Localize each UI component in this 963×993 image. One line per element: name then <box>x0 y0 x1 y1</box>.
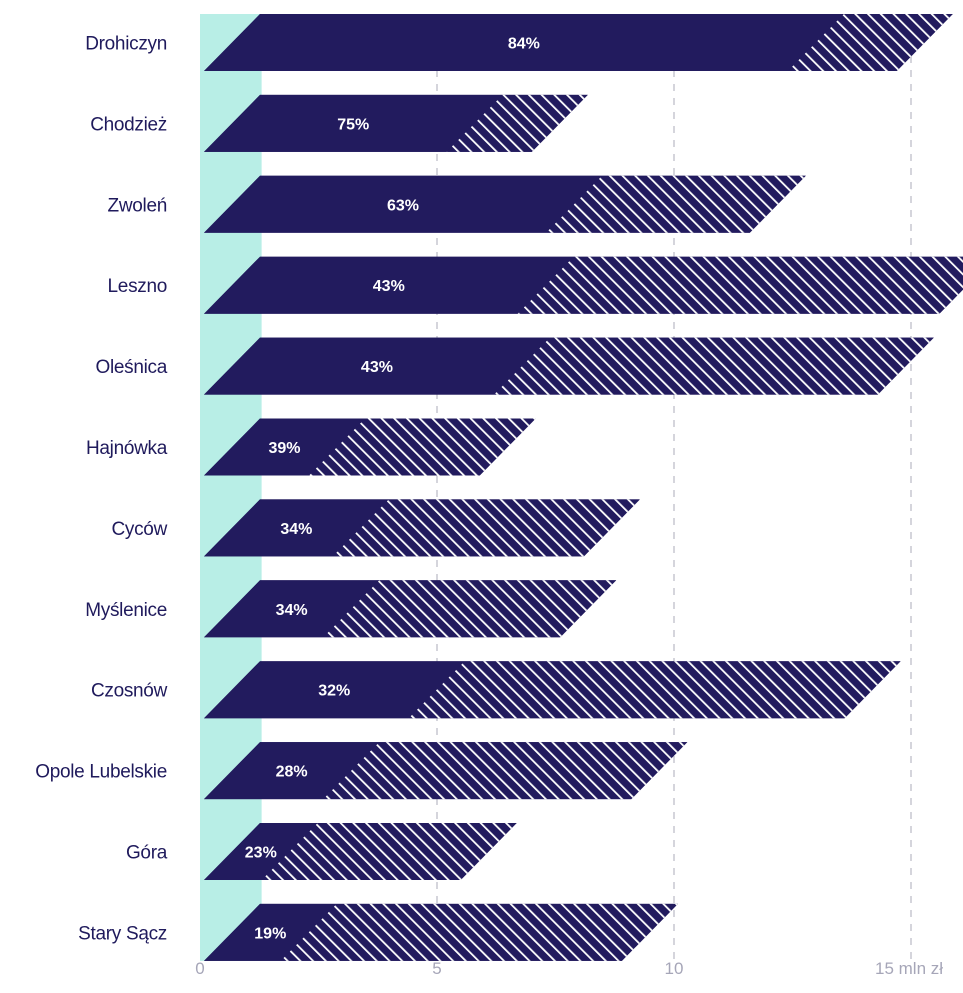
bar-hatched-segment <box>309 418 536 476</box>
bar-solid-segment <box>204 14 844 71</box>
bar-hatched-segment <box>546 175 806 233</box>
category-label: Oleśnica <box>95 357 167 378</box>
percent-label: 84% <box>508 36 540 53</box>
percent-label: 34% <box>280 521 312 538</box>
grid-layer <box>436 14 912 961</box>
category-label: Opole Lubelskie <box>35 762 167 783</box>
x-tick-label: 0 <box>195 959 204 978</box>
category-label: Stary Sącz <box>78 923 167 944</box>
category-label: Hajnówka <box>86 438 168 459</box>
bar-solid-segment <box>204 661 465 719</box>
category-label: Drohiczyn <box>85 34 167 55</box>
bar-solid-segment <box>204 256 574 314</box>
x-tick-label: 15 mln zł <box>875 959 943 978</box>
category-label: Cyców <box>111 519 167 540</box>
bar-solid-segment <box>204 94 503 152</box>
x-tick-label: 5 <box>432 959 441 978</box>
bar-hatched-segment <box>332 499 640 557</box>
percent-label: 39% <box>268 440 300 457</box>
percent-label: 75% <box>337 116 369 133</box>
category-label-layer: Drohiczyn Chodzież Zwoleń Leszno Oleśnica Haj… <box>35 34 168 945</box>
bar-hatched-segment <box>787 14 953 71</box>
category-label: Czosnów <box>91 681 168 702</box>
bar-solid-segment <box>204 418 365 476</box>
bar-hatched-segment <box>493 337 934 395</box>
baseline-band <box>200 14 262 961</box>
percent-label: 28% <box>276 764 308 781</box>
bar-solid-segment <box>204 903 337 961</box>
x-tick-label: 10 <box>665 959 684 978</box>
category-label: Chodzież <box>90 114 167 135</box>
baseline-band-layer <box>200 14 262 961</box>
bar-solid-segment <box>204 580 380 638</box>
bar-solid-segment <box>204 337 550 395</box>
bar-solid-segment <box>204 175 602 233</box>
percent-label: 19% <box>254 925 286 942</box>
bar-hatched-segment <box>517 256 963 314</box>
bar-solid-segment <box>204 823 318 880</box>
bar-hatched-segment <box>323 580 617 638</box>
x-axis-tick-layer: 0 5 10 15 mln zł <box>195 959 943 978</box>
category-label: Leszno <box>108 276 167 297</box>
percent-label: 34% <box>276 602 308 619</box>
percent-label: 23% <box>245 845 277 862</box>
bar-layer <box>204 14 963 961</box>
bar-hatched-segment <box>446 94 588 152</box>
bar-hatched-segment <box>280 903 678 961</box>
category-label: Zwoleń <box>108 195 167 216</box>
percent-label: 43% <box>373 278 405 295</box>
percent-label: 43% <box>361 359 393 376</box>
category-label: Góra <box>126 843 168 864</box>
percent-label: 63% <box>387 197 419 214</box>
category-label: Myślenice <box>85 600 167 621</box>
percent-label-layer: 84% 75% 63% 43% 43% 39% 34% 34% 32% 28% 23% 19% <box>245 36 540 943</box>
bar-solid-segment <box>204 742 380 800</box>
percent-label: 32% <box>318 683 350 700</box>
bar-hatched-segment <box>323 742 688 800</box>
bar-hatched-segment <box>408 661 901 719</box>
bar-hatched-segment <box>261 823 517 880</box>
bar-solid-segment <box>204 499 389 557</box>
